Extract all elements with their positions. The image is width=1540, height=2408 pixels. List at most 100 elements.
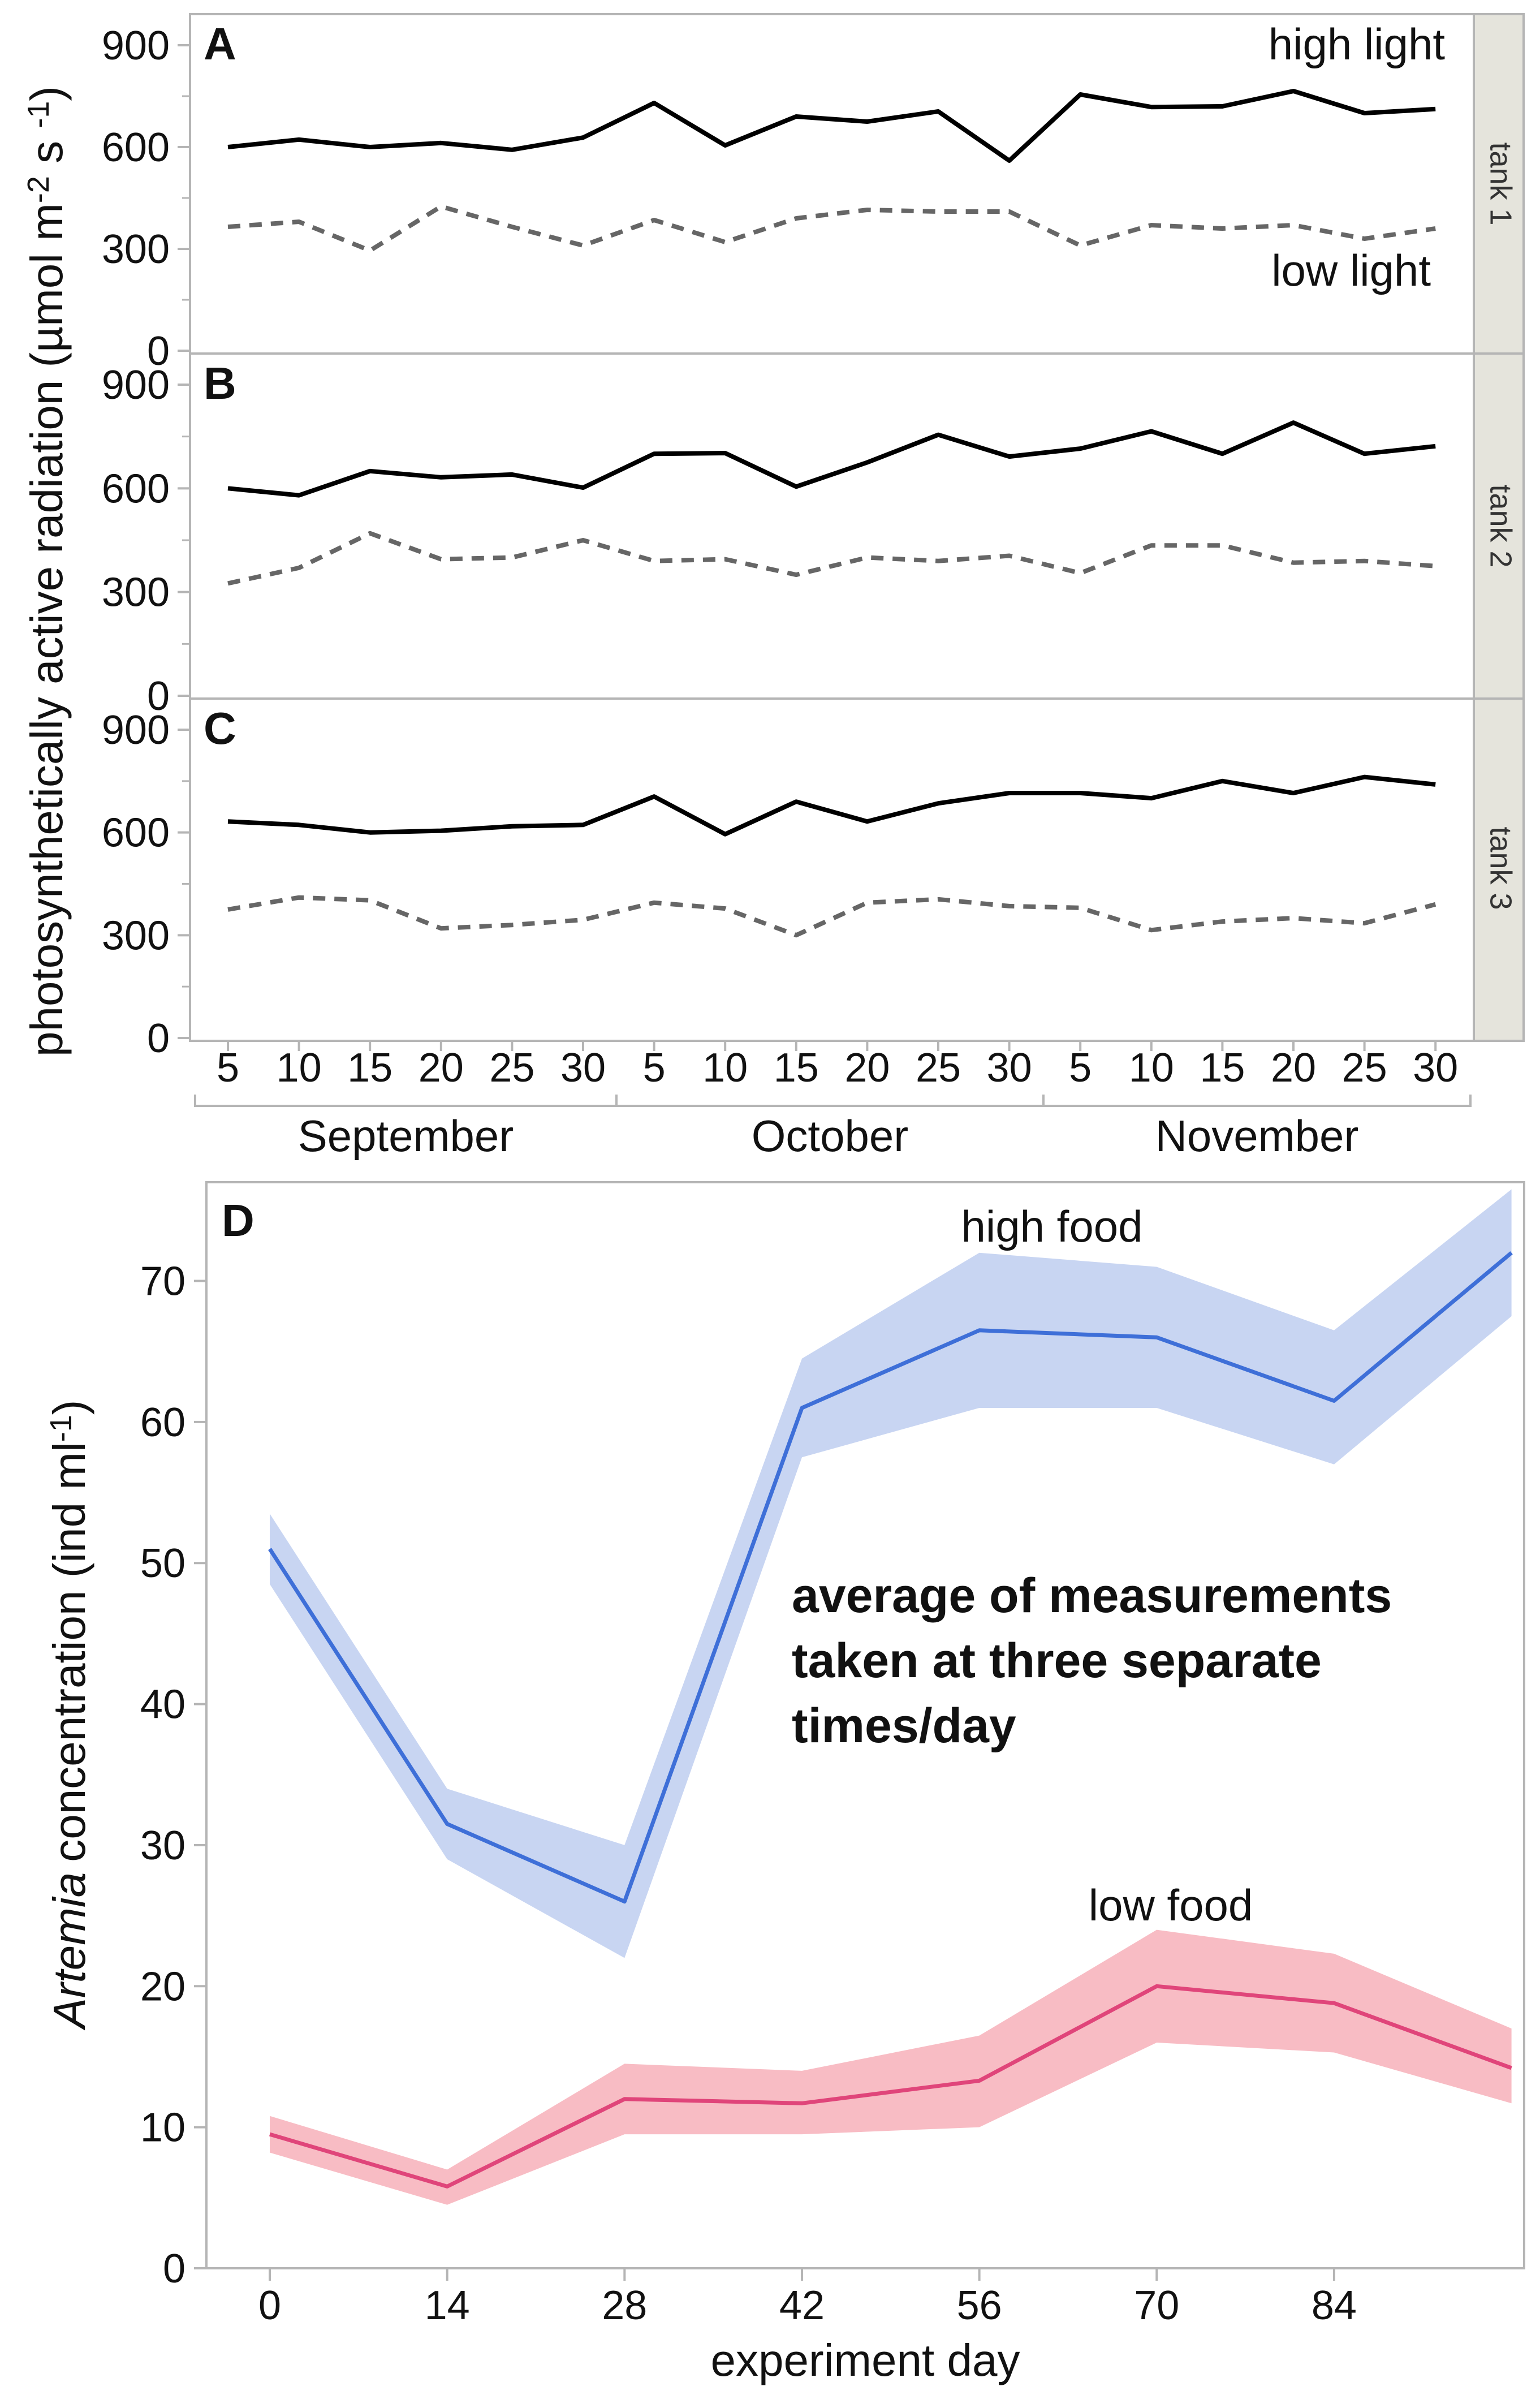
- panel-a-strip: [1473, 13, 1525, 355]
- panel-d-ytick-label: 10: [140, 2105, 186, 2151]
- panel-a-ytick-label-600: 600: [102, 125, 170, 170]
- month-bracket-september: [194, 1095, 618, 1107]
- panel-a-ytick-label-0: 0: [147, 329, 170, 374]
- note-line-3: times/day: [792, 1699, 1016, 1753]
- panel-d-y-axis-title-close: ): [44, 1400, 94, 1415]
- panel-a-y-axis: 0 300 600 900: [102, 23, 190, 374]
- panel-d-ytick-label: 60: [140, 1400, 186, 1445]
- panel-a-low-light-label: low light: [1271, 245, 1431, 295]
- panel-c-xtick-label: 10: [277, 1045, 322, 1091]
- panel-c-strip-label: tank 3: [1484, 826, 1518, 910]
- panel-c-letter: C: [204, 703, 236, 753]
- panel-d-ytick-label: 0: [163, 2246, 186, 2291]
- panel-c-strip: [1473, 697, 1525, 1042]
- panel-a-high-light-line: [227, 89, 1436, 163]
- panel-c-y-axis: 0 300 600 900: [102, 708, 190, 1061]
- panel-c-ytick-label-900: 900: [102, 708, 170, 753]
- light-y-axis-title-close: ): [21, 86, 72, 101]
- panel-a-low-light-line: [227, 204, 1436, 253]
- panel-c-xtick-label: 5: [1069, 1045, 1092, 1091]
- panel-d-ytick-label: 40: [140, 1682, 186, 1728]
- panel-d-xtick-label: 56: [957, 2283, 1002, 2328]
- panel-d-xtick-label: 28: [602, 2283, 647, 2328]
- month-bracket-october: [615, 1095, 1045, 1107]
- panel-c-xtick-label: 5: [217, 1045, 239, 1091]
- panel-d-x-axis: 0 14 28 42 56 70 84: [258, 2268, 1357, 2328]
- panel-a-ytick-label-300: 300: [102, 227, 170, 272]
- panel-c-xtick-label: 15: [1200, 1045, 1245, 1091]
- panel-b-ytick-label-600: 600: [102, 466, 170, 511]
- panel-c-xtick-label: 25: [489, 1045, 534, 1091]
- note-line-1: average of measurements: [792, 1569, 1392, 1623]
- panel-c-frame: [189, 697, 1475, 1042]
- panel-c-xtick-label: 30: [560, 1045, 606, 1091]
- panel-c-xtick-label: 25: [916, 1045, 961, 1091]
- high-food-confidence-band: [270, 1189, 1512, 1958]
- panel-c-xtick-label: 5: [643, 1045, 666, 1091]
- panel-a-series: [227, 89, 1436, 253]
- light-y-axis-title-main: photosynthetically active radiation (µmo…: [21, 203, 72, 1057]
- panel-d-xtick-label: 84: [1312, 2283, 1357, 2328]
- panel-d-xtick-label: 0: [258, 2283, 281, 2328]
- panel-c-xtick-label: 20: [419, 1045, 464, 1091]
- panel-b-frame: [189, 352, 1475, 700]
- panel-a-high-light-label: high light: [1269, 19, 1446, 69]
- panel-d-xtick-label: 14: [425, 2283, 470, 2328]
- panel-b-letter: B: [204, 358, 236, 408]
- panel-b-strip-label: tank 2: [1484, 484, 1518, 567]
- panel-d-x-axis-title: experiment day: [711, 2335, 1020, 2385]
- panel-c-ytick-label-600: 600: [102, 811, 170, 856]
- panel-c-tank-3: tank 3 C 0 300 600 900 5 10 15 20 25 30 5 10 15 20 25…: [102, 697, 1525, 1161]
- high-food-label: high food: [961, 1201, 1143, 1251]
- panel-d-letter: D: [222, 1195, 254, 1246]
- panel-d-ytick-label: 20: [140, 1964, 186, 2009]
- panel-d-artemia: D 0 10 20 30 40 50 60 70 0 14 28 42 56 70 84 high foo…: [44, 1181, 1525, 2385]
- panel-c-xtick-label: 10: [702, 1045, 748, 1091]
- panel-d-y-axis: 0 10 20 30 40 50 60 70: [140, 1259, 206, 2291]
- month-bracket-november: [1042, 1095, 1472, 1107]
- panel-b-tank-2: tank 2 B 0 300 600 900: [102, 352, 1525, 719]
- panel-c-xtick-label: 15: [347, 1045, 392, 1091]
- panel-c-high-light-line: [227, 774, 1436, 837]
- low-food-label: low food: [1089, 1880, 1253, 1930]
- panel-d-lines: [268, 1251, 1513, 2189]
- panel-b-ytick-label-300: 300: [102, 570, 170, 615]
- light-y-axis-title-mid: s: [21, 128, 72, 176]
- panel-d-xtick-label: 70: [1134, 2283, 1179, 2328]
- low-food-confidence-band: [270, 1929, 1512, 2205]
- panel-b-high-light-line: [227, 420, 1436, 498]
- panel-c-xtick-label: 25: [1342, 1045, 1387, 1091]
- panel-d-xtick-label: 42: [779, 2283, 825, 2328]
- panel-a-frame: [189, 13, 1475, 355]
- low-food-mean-line: [269, 1984, 1512, 2189]
- light-y-axis-title-sup2: -1: [21, 101, 55, 128]
- panel-c-xtick-label: 30: [987, 1045, 1032, 1091]
- high-food-mean-line: [268, 1251, 1513, 1904]
- panel-c-x-axis: 5 10 15 20 25 30 5 10 15 20 25 30 5 10 15 20 25 30 Septemb…: [194, 1041, 1472, 1161]
- panel-c-xtick-label: 10: [1129, 1045, 1174, 1091]
- panel-d-ytick-label: 30: [140, 1823, 186, 1868]
- panel-d-y-axis-title-main: concentration (ind ml: [44, 1442, 94, 1862]
- panel-b-ytick-label-0: 0: [147, 674, 170, 719]
- panel-c-ytick-label-0: 0: [147, 1016, 170, 1061]
- panel-d-y-axis-title-sup: -1: [44, 1415, 78, 1442]
- panel-a-ytick-label-900: 900: [102, 23, 170, 68]
- panel-b-y-axis: 0 300 600 900: [102, 363, 190, 719]
- panel-a-tank-1: tank 1 A high light low light 0 300 600 900: [102, 13, 1525, 374]
- panel-b-ytick-label-900: 900: [102, 363, 170, 408]
- panel-a-strip-label: tank 1: [1484, 142, 1518, 225]
- panel-d-ytick-label: 70: [140, 1259, 186, 1304]
- panel-d-y-axis-title-italic: Artemia: [44, 1872, 94, 2031]
- panel-c-xtick-label: 20: [1271, 1045, 1316, 1091]
- panel-a-letter: A: [204, 19, 236, 69]
- panel-d-ytick-label: 50: [140, 1541, 186, 1586]
- panel-b-low-light-line: [227, 531, 1436, 586]
- note-line-2: taken at three separate: [792, 1634, 1322, 1688]
- month-label-october: October: [752, 1111, 908, 1161]
- panel-d-bands: [270, 1189, 1512, 2205]
- panel-c-xtick-label: 15: [774, 1045, 819, 1091]
- light-y-axis-title-sup1: -2: [21, 176, 55, 203]
- panel-c-series: [227, 774, 1437, 938]
- light-y-axis-title: photosynthetically active radiation (µmo…: [21, 86, 72, 1057]
